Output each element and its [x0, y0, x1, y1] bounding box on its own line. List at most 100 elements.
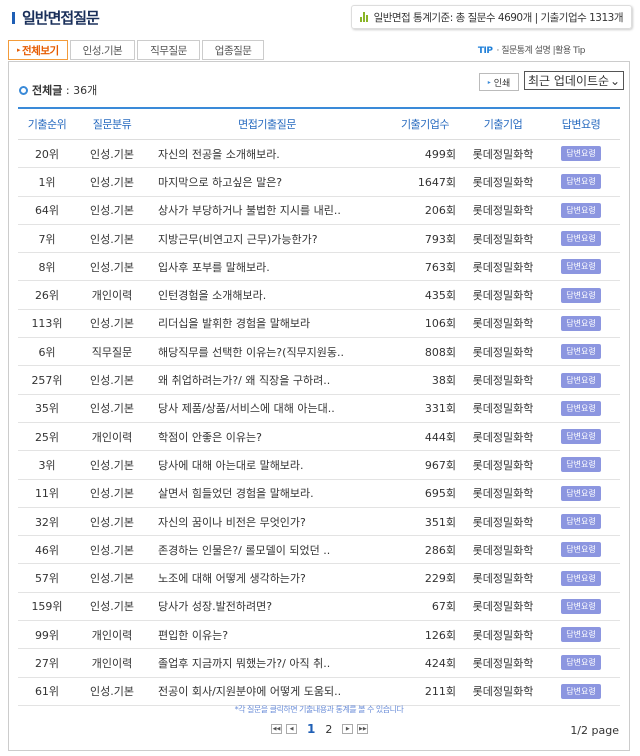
question-link[interactable]: 상사가 부당하거나 불법한 지시를 내린.. — [148, 196, 386, 225]
tab-all[interactable]: 전체보기 — [8, 40, 68, 60]
answer-tips-button[interactable]: 답변요령 — [561, 344, 601, 360]
table-row[interactable]: 159위 인성.기본 당사가 성장.발전하려면? 67회 롯데정밀화학 답변요령 — [18, 592, 620, 622]
question-link[interactable]: 당사가 성장.발전하려면? — [148, 592, 386, 622]
rank-cell: 7위 — [18, 224, 76, 254]
category-cell: 인성.기본 — [76, 450, 148, 480]
total-value: : 36개 — [65, 84, 98, 97]
question-link[interactable]: 자신의 꿈이나 비전은 무엇인가? — [148, 507, 386, 537]
answer-tips-button[interactable]: 답변요령 — [561, 400, 601, 416]
answer-tips-button[interactable]: 답변요령 — [561, 655, 601, 671]
question-link[interactable]: 전공이 회사/지원분야에 어떻게 도움되.. — [148, 677, 386, 706]
question-link[interactable]: 인턴경험을 소개해보라. — [148, 280, 386, 310]
answer-cell: 답변요령 — [542, 252, 620, 282]
table-row[interactable]: 7위 인성.기본 지방근무(비연고지 근무)가능한가? 793회 롯데정밀화학 답변요령 — [18, 224, 620, 254]
question-link[interactable]: 존경하는 인물은?/ 롤모델이 되었던 .. — [148, 535, 386, 565]
table-row[interactable]: 6위 직무질문 해당직무를 선택한 이유는?(직무지원동.. 808회 롯데정밀화학 답변… — [18, 337, 620, 367]
col-question: 면접기출질문 — [148, 108, 386, 140]
category-cell: 인성.기본 — [76, 479, 148, 508]
answer-tips-button[interactable]: 답변요령 — [561, 174, 601, 190]
answer-cell: 답변요령 — [542, 648, 620, 678]
table-row[interactable]: 27위 개인이력 졸업후 지금까지 뭐했는가?/ 아직 취.. 424회 롯데정밀화학 답… — [18, 648, 620, 678]
tip-link[interactable]: TIP · 질문통계 설명 |활용 Tip — [478, 43, 586, 56]
question-link[interactable]: 학점이 안좋은 이유는? — [148, 422, 386, 452]
question-link[interactable]: 입사후 포부를 말해보라. — [148, 252, 386, 282]
answer-cell: 답변요령 — [542, 507, 620, 537]
question-link[interactable]: 해당직무를 선택한 이유는?(직무지원동.. — [148, 337, 386, 367]
answer-tips-button[interactable]: 답변요령 — [561, 683, 601, 699]
sort-select[interactable]: 최근 업데이트순 ⌄ — [524, 71, 624, 90]
chevron-down-icon: ⌄ — [609, 73, 620, 88]
table-row[interactable]: 57위 인성.기본 노조에 대해 어떻게 생각하는가? 229회 롯데정밀화학 답변요령 — [18, 563, 620, 593]
answer-tips-button[interactable]: 답변요령 — [561, 202, 601, 218]
page-2[interactable]: 2 — [325, 722, 333, 736]
category-cell: 인성.기본 — [76, 309, 148, 339]
last-page-icon[interactable]: ▶▶ — [357, 724, 369, 734]
question-link[interactable]: 왜 취업하려는가?/ 왜 직장을 구하려.. — [148, 365, 386, 395]
answer-tips-button[interactable]: 답변요령 — [561, 570, 601, 586]
rank-cell: 61위 — [18, 677, 76, 706]
category-cell: 개인이력 — [76, 648, 148, 678]
answer-tips-button[interactable]: 답변요령 — [561, 598, 601, 614]
question-link[interactable]: 지방근무(비연고지 근무)가능한가? — [148, 224, 386, 254]
table-row[interactable]: 20위 인성.기본 자신의 전공을 소개해보라. 499회 롯데정밀화학 답변요령 — [18, 139, 620, 169]
answer-tips-button[interactable]: 답변요령 — [561, 429, 601, 445]
tip-text: · 질문통계 설명 |활용 Tip — [496, 46, 585, 56]
answer-tips-button[interactable]: 답변요령 — [561, 315, 601, 331]
answer-cell: 답변요령 — [542, 535, 620, 565]
question-link[interactable]: 살면서 힘들었던 경험을 말해보라. — [148, 479, 386, 508]
category-cell: 개인이력 — [76, 422, 148, 452]
table-row[interactable]: 11위 인성.기본 살면서 힘들었던 경험을 말해보라. 695회 롯데정밀화학 답변요령 — [18, 479, 620, 508]
answer-tips-button[interactable]: 답변요령 — [561, 372, 601, 388]
answer-tips-button[interactable]: 답변요령 — [561, 287, 601, 303]
table-note: *각 질문을 클릭하면 기출내용과 통계를 볼 수 있습니다 — [234, 705, 404, 714]
rank-cell: 32위 — [18, 507, 76, 537]
next-page-icon[interactable]: ▶ — [342, 724, 354, 734]
table-row[interactable]: 99위 개인이력 편입한 이유는? 126회 롯데정밀화학 답변요령 — [18, 620, 620, 650]
print-button[interactable]: 인쇄 — [479, 73, 519, 91]
tab-job[interactable]: 직무질문 — [137, 40, 200, 60]
question-link[interactable]: 리더십을 발휘한 경험을 말해보라 — [148, 309, 386, 339]
question-list-panel: 전체글 : 36개 인쇄 최근 업데이트순⌄ 기출순위 질문분류 면접기출질문 … — [8, 61, 630, 751]
answer-tips-button[interactable]: 답변요령 — [561, 627, 601, 643]
question-link[interactable]: 자신의 전공을 소개해보라. — [148, 139, 386, 169]
table-row[interactable]: 257위 인성.기본 왜 취업하려는가?/ 왜 직장을 구하려.. 38회 롯데정밀화학… — [18, 365, 620, 395]
question-link[interactable]: 마지막으로 하고싶은 말은? — [148, 167, 386, 197]
table-row[interactable]: 113위 인성.기본 리더십을 발휘한 경험을 말해보라 106회 롯데정밀화학 답변요령 — [18, 309, 620, 339]
table-row[interactable]: 32위 인성.기본 자신의 꿈이나 비전은 무엇인가? 351회 롯데정밀화학 답변요령 — [18, 507, 620, 537]
answer-tips-button[interactable]: 답변요령 — [561, 231, 601, 247]
company-count-cell: 67회 — [386, 592, 464, 622]
answer-cell: 답변요령 — [542, 422, 620, 452]
prev-page-icon[interactable]: ◀ — [286, 724, 297, 734]
table-row[interactable]: 46위 인성.기본 존경하는 인물은?/ 롤모델이 되었던 .. 286회 롯데정밀화학… — [18, 535, 620, 565]
answer-tips-button[interactable]: 답변요령 — [561, 259, 601, 275]
question-link[interactable]: 당사에 대해 아는대로 말해보라. — [148, 450, 386, 480]
table-row[interactable]: 64위 인성.기본 상사가 부당하거나 불법한 지시를 내린.. 206회 롯데정밀화학… — [18, 196, 620, 225]
table-row[interactable]: 8위 인성.기본 입사후 포부를 말해보라. 763회 롯데정밀화학 답변요령 — [18, 252, 620, 282]
page-1[interactable]: 1 — [307, 722, 316, 736]
company-cell: 롯데정밀화학 — [464, 167, 542, 197]
tab-industry[interactable]: 업종질문 — [201, 40, 265, 60]
question-link[interactable]: 노조에 대해 어떻게 생각하는가? — [148, 563, 386, 593]
col-rank: 기출순위 — [18, 108, 76, 140]
question-link[interactable]: 편입한 이유는? — [148, 620, 386, 650]
company-cell: 롯데정밀화학 — [464, 620, 542, 650]
table-row[interactable]: 3위 인성.기본 당사에 대해 아는대로 말해보라. 967회 롯데정밀화학 답변요령 — [18, 450, 620, 480]
answer-tips-button[interactable]: 답변요령 — [561, 146, 601, 162]
answer-tips-button[interactable]: 답변요령 — [561, 514, 601, 529]
rank-cell: 99위 — [18, 620, 76, 650]
tab-personality[interactable]: 인성.기본 — [69, 40, 136, 60]
table-row[interactable]: 26위 개인이력 인턴경험을 소개해보라. 435회 롯데정밀화학 답변요령 — [18, 280, 620, 310]
company-cell: 롯데정밀화학 — [464, 535, 542, 565]
question-link[interactable]: 졸업후 지금까지 뭐했는가?/ 아직 취.. — [148, 648, 386, 678]
answer-cell: 답변요령 — [542, 167, 620, 197]
first-page-icon[interactable]: ◀◀ — [271, 724, 282, 734]
answer-tips-button[interactable]: 답변요령 — [561, 485, 601, 501]
question-link[interactable]: 당사 제품/상품/서비스에 대해 아는대.. — [148, 394, 386, 423]
answer-tips-button[interactable]: 답변요령 — [561, 457, 601, 473]
company-cell: 롯데정밀화학 — [464, 479, 542, 508]
table-row[interactable]: 25위 개인이력 학점이 안좋은 이유는? 444회 롯데정밀화학 답변요령 — [18, 422, 620, 452]
answer-tips-button[interactable]: 답변요령 — [561, 542, 601, 558]
table-row[interactable]: 61위 인성.기본 전공이 회사/지원분야에 어떻게 도움되.. 211회 롯데정밀화학… — [18, 677, 620, 706]
table-row[interactable]: 35위 인성.기본 당사 제품/상품/서비스에 대해 아는대.. 331회 롯데정밀화학… — [18, 394, 620, 423]
table-row[interactable]: 1위 인성.기본 마지막으로 하고싶은 말은? 1647회 롯데정밀화학 답변요령 — [18, 167, 620, 197]
